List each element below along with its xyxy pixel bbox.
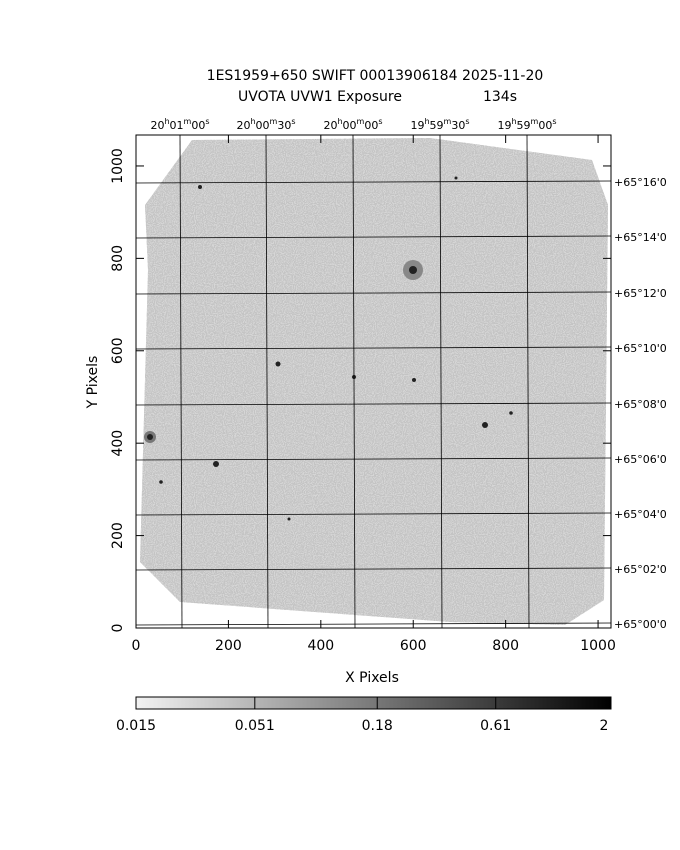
y-tick-label: 800	[110, 245, 126, 272]
x-tick-label: 0	[132, 638, 141, 654]
dec-label: +65°12'0	[614, 287, 667, 300]
image-noise	[140, 138, 608, 625]
y-axis-label: Y Pixels	[85, 356, 101, 410]
colorbar-tick-label: 0.18	[362, 718, 393, 734]
dec-label: +65°16'0	[614, 176, 667, 189]
x-tick-label: 1000	[580, 638, 616, 654]
dec-grid-line	[135, 291, 612, 295]
ra-label: 20h00m00s	[323, 117, 382, 132]
colorbar	[135, 696, 612, 710]
ra-grid-line	[526, 134, 530, 629]
subtitle: UVOTA UVW1 Exposure	[238, 89, 402, 105]
dec-grid-line	[135, 180, 612, 184]
colorbar-tick-label: 0.051	[235, 718, 275, 734]
image	[140, 138, 608, 625]
x-tick-label: 600	[400, 638, 427, 654]
dec-label: +65°04'0	[614, 508, 667, 521]
x-tick-label: 200	[215, 638, 242, 654]
ra-label: 19h59m30s	[410, 117, 469, 132]
y-tick-label: 400	[110, 430, 126, 457]
dec-grid-line	[135, 346, 612, 350]
dec-label: +65°06'0	[614, 453, 667, 466]
ra-label: 20h00m30s	[236, 117, 295, 132]
y-tick-label: 600	[110, 337, 126, 364]
colorbar-tick-label: 0.015	[116, 718, 156, 734]
dec-grid-line	[135, 457, 612, 461]
dec-label: +65°10'0	[614, 342, 667, 355]
dec-label: +65°00'0	[614, 618, 667, 631]
x-tick-label: 400	[307, 638, 334, 654]
sources	[144, 176, 513, 521]
dec-grid-line	[135, 402, 612, 406]
y-tick-label: 1000	[110, 148, 126, 184]
ra-label: 19h59m00s	[497, 117, 556, 132]
y-tick-label: 0	[110, 624, 126, 633]
colorbar-tick-label: 2	[600, 718, 609, 734]
dec-label: +65°08'0	[614, 398, 667, 411]
ra-grid-line	[265, 134, 269, 629]
plot-frame	[135, 134, 612, 629]
x-tick-label: 800	[492, 638, 519, 654]
dec-label: +65°02'0	[614, 563, 667, 576]
dec-grid-line	[135, 622, 612, 626]
dec-grid-line	[135, 235, 612, 239]
dec-grid-line	[135, 512, 612, 516]
exposure: 134s	[483, 89, 517, 105]
dec-grid-line	[135, 567, 612, 571]
colorbar-tick-label: 0.61	[480, 718, 511, 734]
dec-label: +65°14'0	[614, 231, 667, 244]
ra-grid-line	[352, 134, 356, 629]
ra-label: 20h01m00s	[150, 117, 209, 132]
x-axis-label: X Pixels	[345, 670, 399, 686]
ra-grid-line	[179, 134, 183, 629]
y-tick-label: 200	[110, 522, 126, 549]
title: 1ES1959+650 SWIFT 00013906184 2025-11-20	[207, 68, 544, 84]
ra-grid-line	[439, 134, 443, 629]
